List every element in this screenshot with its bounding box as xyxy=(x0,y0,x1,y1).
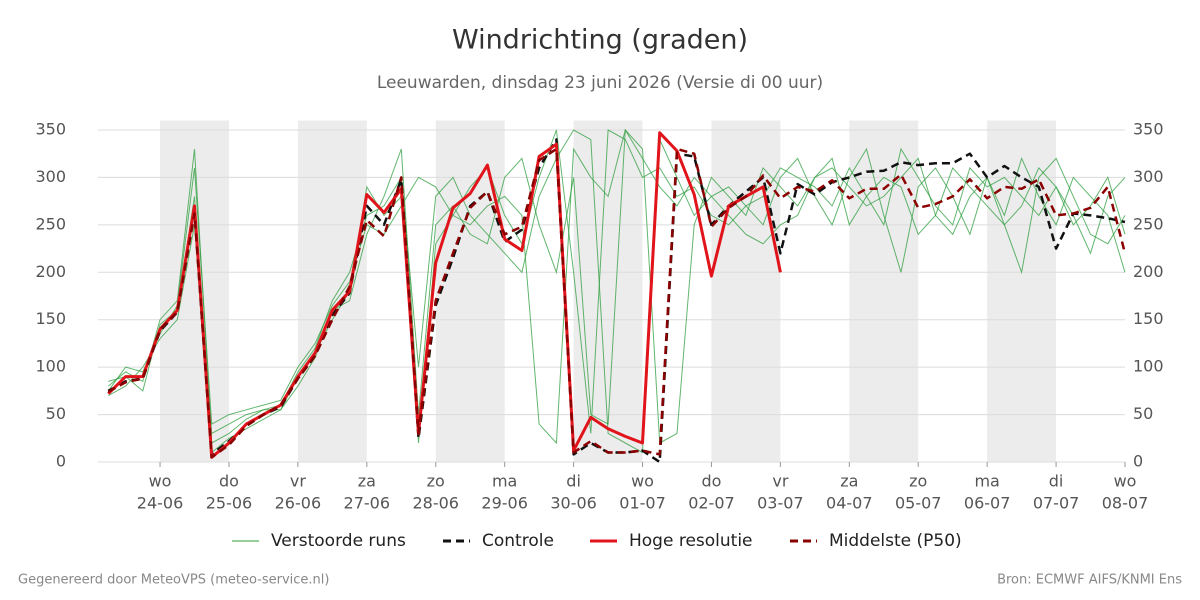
ensemble-line xyxy=(107,128,1126,445)
x-tick-date: 04-07 xyxy=(826,494,873,513)
x-tick-label: zo xyxy=(909,472,927,491)
x-tick-date: 30-06 xyxy=(550,494,597,513)
y-tick-label-right: 150 xyxy=(1133,309,1164,328)
x-tick-date: 28-06 xyxy=(412,494,459,513)
day-shade xyxy=(297,120,367,462)
x-tick-date: 01-07 xyxy=(619,494,666,513)
x-tick-label: zo xyxy=(427,472,445,491)
y-tick-label-right: 250 xyxy=(1133,214,1164,233)
y-tick-label: 200 xyxy=(35,262,66,281)
day-shade xyxy=(573,120,643,462)
day-shade xyxy=(435,120,505,462)
legend-label: Hoge resolutie xyxy=(629,531,753,551)
y-tick-label: 50 xyxy=(46,404,66,423)
x-tick-date: 07-07 xyxy=(1033,494,1080,513)
x-tick-label: di xyxy=(566,472,581,491)
x-tick-label: ma xyxy=(492,472,517,491)
y-tick-label: 150 xyxy=(35,309,66,328)
y-tick-label-right: 0 xyxy=(1133,452,1143,471)
y-tick-label-right: 100 xyxy=(1133,357,1164,376)
chart-title: Windrichting (graden) xyxy=(452,25,748,56)
y-tick-label: 250 xyxy=(35,214,66,233)
y-tick-label-right: 200 xyxy=(1133,262,1164,281)
x-tick-date: 08-07 xyxy=(1102,494,1149,513)
x-tick-label: za xyxy=(840,472,858,491)
legend-label: Verstoorde runs xyxy=(271,531,406,551)
legend-label: Middelste (P50) xyxy=(829,531,962,551)
x-tick-label: wo xyxy=(149,472,172,491)
y-tick-label: 100 xyxy=(35,357,66,376)
x-tick-date: 06-07 xyxy=(964,494,1011,513)
x-tick-label: wo xyxy=(631,472,654,491)
x-tick-date: 05-07 xyxy=(895,494,942,513)
day-shade xyxy=(711,120,781,462)
x-tick-label: vr xyxy=(290,472,306,491)
y-tick-label-right: 300 xyxy=(1133,167,1164,186)
x-tick-date: 03-07 xyxy=(757,494,804,513)
x-tick-label: do xyxy=(219,472,239,491)
x-tick-date: 26-06 xyxy=(275,494,322,513)
y-tick-label: 300 xyxy=(35,167,66,186)
x-tick-label: do xyxy=(701,472,721,491)
y-tick-label-right: 50 xyxy=(1133,404,1153,423)
x-tick-label: wo xyxy=(1114,472,1137,491)
x-tick-label: di xyxy=(1049,472,1064,491)
chart-subtitle: Leeuwarden, dinsdag 23 juni 2026 (Versie… xyxy=(377,73,823,93)
footer-right: Bron: ECMWF AIFS/KNMI Ens xyxy=(997,573,1182,588)
footer-left: Gegenereerd door MeteoVPS (meteo-service… xyxy=(18,573,329,588)
legend-label: Controle xyxy=(482,531,554,551)
x-tick-label: ma xyxy=(974,472,999,491)
x-tick-date: 24-06 xyxy=(137,494,184,513)
y-tick-label: 350 xyxy=(35,119,66,138)
x-tick-date: 25-06 xyxy=(206,494,253,513)
x-tick-label: za xyxy=(358,472,376,491)
y-tick-label-right: 350 xyxy=(1133,119,1164,138)
x-tick-date: 02-07 xyxy=(688,494,735,513)
ensemble-line xyxy=(108,128,1126,444)
x-tick-label: vr xyxy=(772,472,788,491)
x-tick-date: 29-06 xyxy=(481,494,528,513)
ensemble-line xyxy=(108,129,1126,454)
series-line xyxy=(107,138,1126,464)
x-tick-date: 27-06 xyxy=(344,494,391,513)
y-tick-label: 0 xyxy=(56,452,66,471)
